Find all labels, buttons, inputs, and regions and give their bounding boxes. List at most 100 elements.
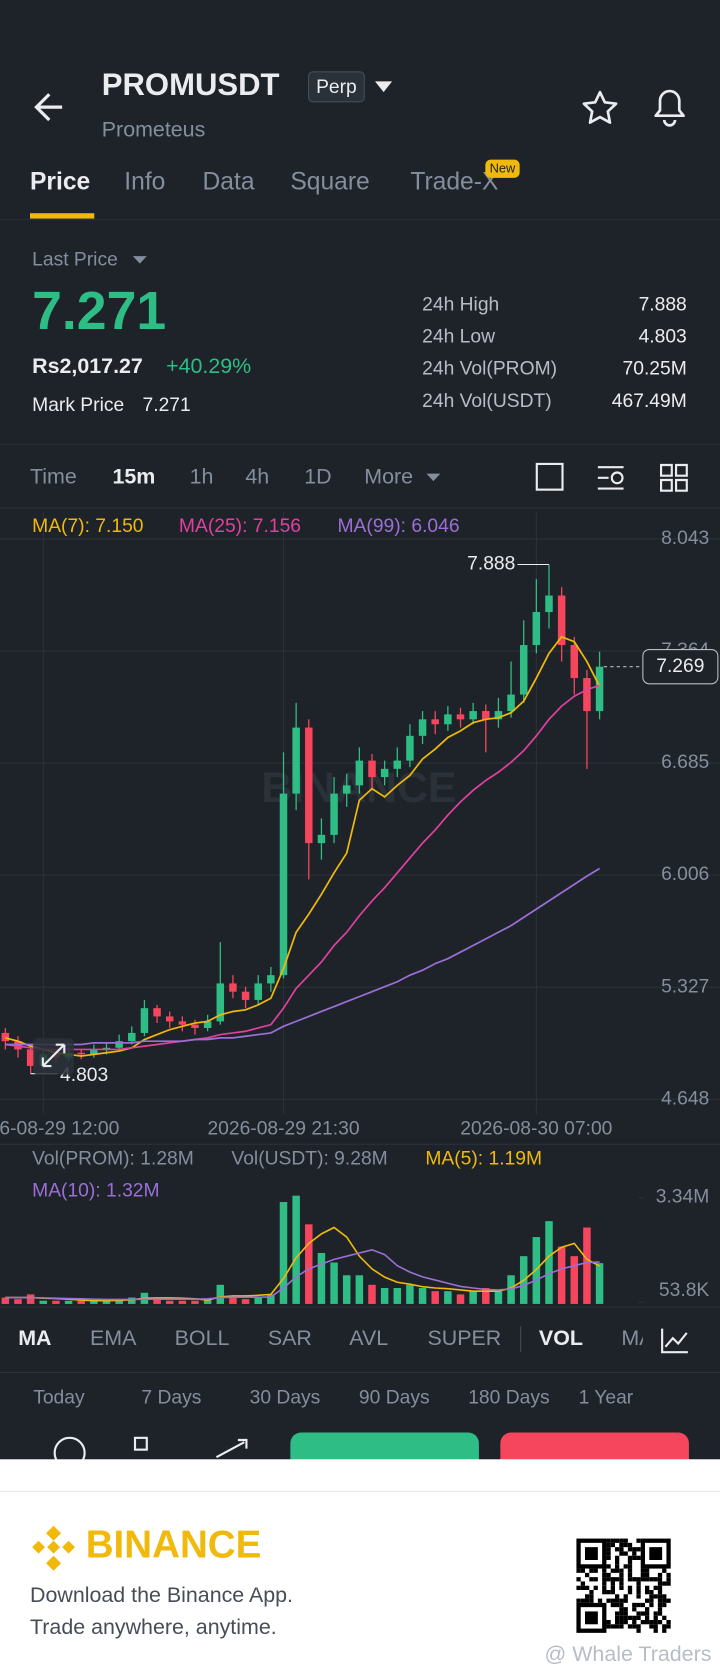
range-option[interactable]: 90 Days bbox=[359, 1387, 430, 1408]
indicator-tab[interactable]: MA bbox=[18, 1326, 51, 1350]
ma-line bbox=[5, 867, 601, 1046]
range-option[interactable]: Today bbox=[33, 1387, 85, 1408]
qr-module bbox=[653, 1577, 658, 1582]
qr-module bbox=[585, 1585, 590, 1590]
qr-module bbox=[662, 1624, 667, 1629]
qr-module bbox=[627, 1547, 633, 1552]
stat-value: 7.888 bbox=[639, 294, 687, 315]
range-option[interactable]: 180 Days bbox=[468, 1387, 549, 1408]
share-button[interactable] bbox=[215, 1438, 248, 1459]
price-type-dropdown[interactable] bbox=[132, 256, 147, 264]
symbol-dropdown[interactable] bbox=[375, 81, 393, 93]
qr-module bbox=[640, 1568, 645, 1573]
indicator-tab[interactable]: VOL bbox=[539, 1326, 583, 1350]
qr-module bbox=[645, 1607, 650, 1612]
qr-module bbox=[653, 1594, 658, 1599]
last-price-label: Last Price bbox=[32, 249, 118, 270]
range-option[interactable]: 30 Days bbox=[250, 1387, 321, 1408]
qr-module bbox=[619, 1615, 624, 1620]
qr-module bbox=[653, 1611, 658, 1616]
candle-body bbox=[178, 1021, 187, 1025]
qr-module bbox=[662, 1568, 667, 1573]
candle-body bbox=[494, 711, 503, 720]
indicator-settings-button[interactable] bbox=[661, 1328, 688, 1354]
volume-legend: Vol(PROM): 1.28M bbox=[32, 1148, 194, 1169]
binance-logo bbox=[32, 1525, 75, 1571]
qr-module bbox=[619, 1547, 624, 1552]
interval[interactable]: 1h bbox=[190, 465, 214, 489]
qr-module bbox=[649, 1594, 654, 1599]
favorite-button[interactable] bbox=[582, 90, 618, 124]
alert-button[interactable] bbox=[654, 89, 685, 127]
volume-bar bbox=[342, 1275, 351, 1304]
back-button[interactable] bbox=[34, 93, 63, 122]
qr-module bbox=[657, 1620, 663, 1625]
qr-module bbox=[632, 1551, 637, 1556]
qr-module bbox=[576, 1585, 581, 1590]
range-option[interactable]: 1 Year bbox=[579, 1387, 634, 1408]
qr-module bbox=[606, 1555, 611, 1560]
indicator-tab[interactable]: SAR bbox=[268, 1326, 312, 1350]
interval[interactable]: 15m bbox=[113, 465, 156, 489]
indicator-tab[interactable]: SUPER bbox=[428, 1326, 502, 1350]
indicator-tab[interactable]: EMA bbox=[90, 1326, 137, 1350]
qr-module bbox=[619, 1602, 624, 1608]
tab[interactable]: Data bbox=[203, 169, 255, 196]
qr-module bbox=[653, 1620, 658, 1625]
qr-module bbox=[645, 1572, 650, 1578]
indicator-tab[interactable]: AVL bbox=[349, 1326, 388, 1350]
layout-button[interactable] bbox=[660, 463, 688, 492]
volume-legend: Vol(USDT): 9.28M bbox=[231, 1148, 387, 1169]
tab[interactable]: Trade-X bbox=[410, 169, 498, 196]
qr-module bbox=[666, 1624, 671, 1629]
volume-bar bbox=[330, 1262, 338, 1304]
ma-legend: MA(25): 7.156 bbox=[179, 516, 301, 537]
volume-bar bbox=[595, 1263, 604, 1304]
volume-bar bbox=[267, 1294, 275, 1304]
candle-body bbox=[368, 760, 376, 778]
interval[interactable]: Time bbox=[30, 465, 77, 489]
qr-module bbox=[619, 1611, 624, 1616]
candle-body bbox=[203, 1021, 212, 1028]
more-dropdown[interactable] bbox=[426, 473, 441, 482]
qr-module bbox=[606, 1620, 611, 1625]
qr-finder bbox=[576, 1602, 607, 1633]
qr-module bbox=[653, 1615, 658, 1620]
qr-module bbox=[597, 1598, 603, 1603]
qr-module bbox=[615, 1564, 620, 1569]
interval[interactable]: 4h bbox=[245, 465, 269, 489]
qr-module bbox=[593, 1577, 598, 1582]
qr-module bbox=[653, 1628, 658, 1633]
candle-body bbox=[1, 1032, 10, 1042]
tab[interactable]: Price bbox=[30, 169, 90, 196]
qr-module bbox=[602, 1581, 607, 1586]
interval[interactable]: More bbox=[364, 465, 413, 489]
stat-label: 24h High bbox=[422, 294, 499, 315]
qr-module bbox=[589, 1590, 594, 1595]
qr-module bbox=[610, 1538, 615, 1543]
volume-bar bbox=[317, 1252, 326, 1304]
badge-bg bbox=[308, 71, 365, 103]
qr-module bbox=[615, 1594, 620, 1599]
qr-module bbox=[645, 1590, 650, 1595]
grid-button[interactable] bbox=[133, 1436, 148, 1451]
qr-module bbox=[645, 1568, 650, 1573]
footer bbox=[0, 1459, 720, 1680]
tab[interactable]: Info bbox=[124, 169, 165, 196]
candle-body bbox=[229, 983, 237, 992]
qr-module bbox=[666, 1572, 671, 1578]
drawing-tool-button[interactable] bbox=[535, 462, 564, 491]
qr-module bbox=[615, 1568, 620, 1573]
qr-module bbox=[627, 1615, 633, 1620]
candle-body bbox=[140, 1008, 149, 1033]
symbol-name: Prometeus bbox=[102, 117, 206, 141]
indicator-tab[interactable]: BOLL bbox=[175, 1326, 230, 1350]
volume-bar bbox=[494, 1291, 503, 1304]
range-option[interactable]: 7 Days bbox=[141, 1387, 201, 1408]
volume-bar bbox=[165, 1300, 174, 1304]
settings-button[interactable] bbox=[597, 466, 624, 490]
y-tick-label: 4.648 bbox=[661, 1088, 709, 1109]
interval[interactable]: 1D bbox=[304, 465, 331, 489]
tab[interactable]: Square bbox=[290, 169, 369, 196]
qr-module bbox=[615, 1611, 620, 1616]
